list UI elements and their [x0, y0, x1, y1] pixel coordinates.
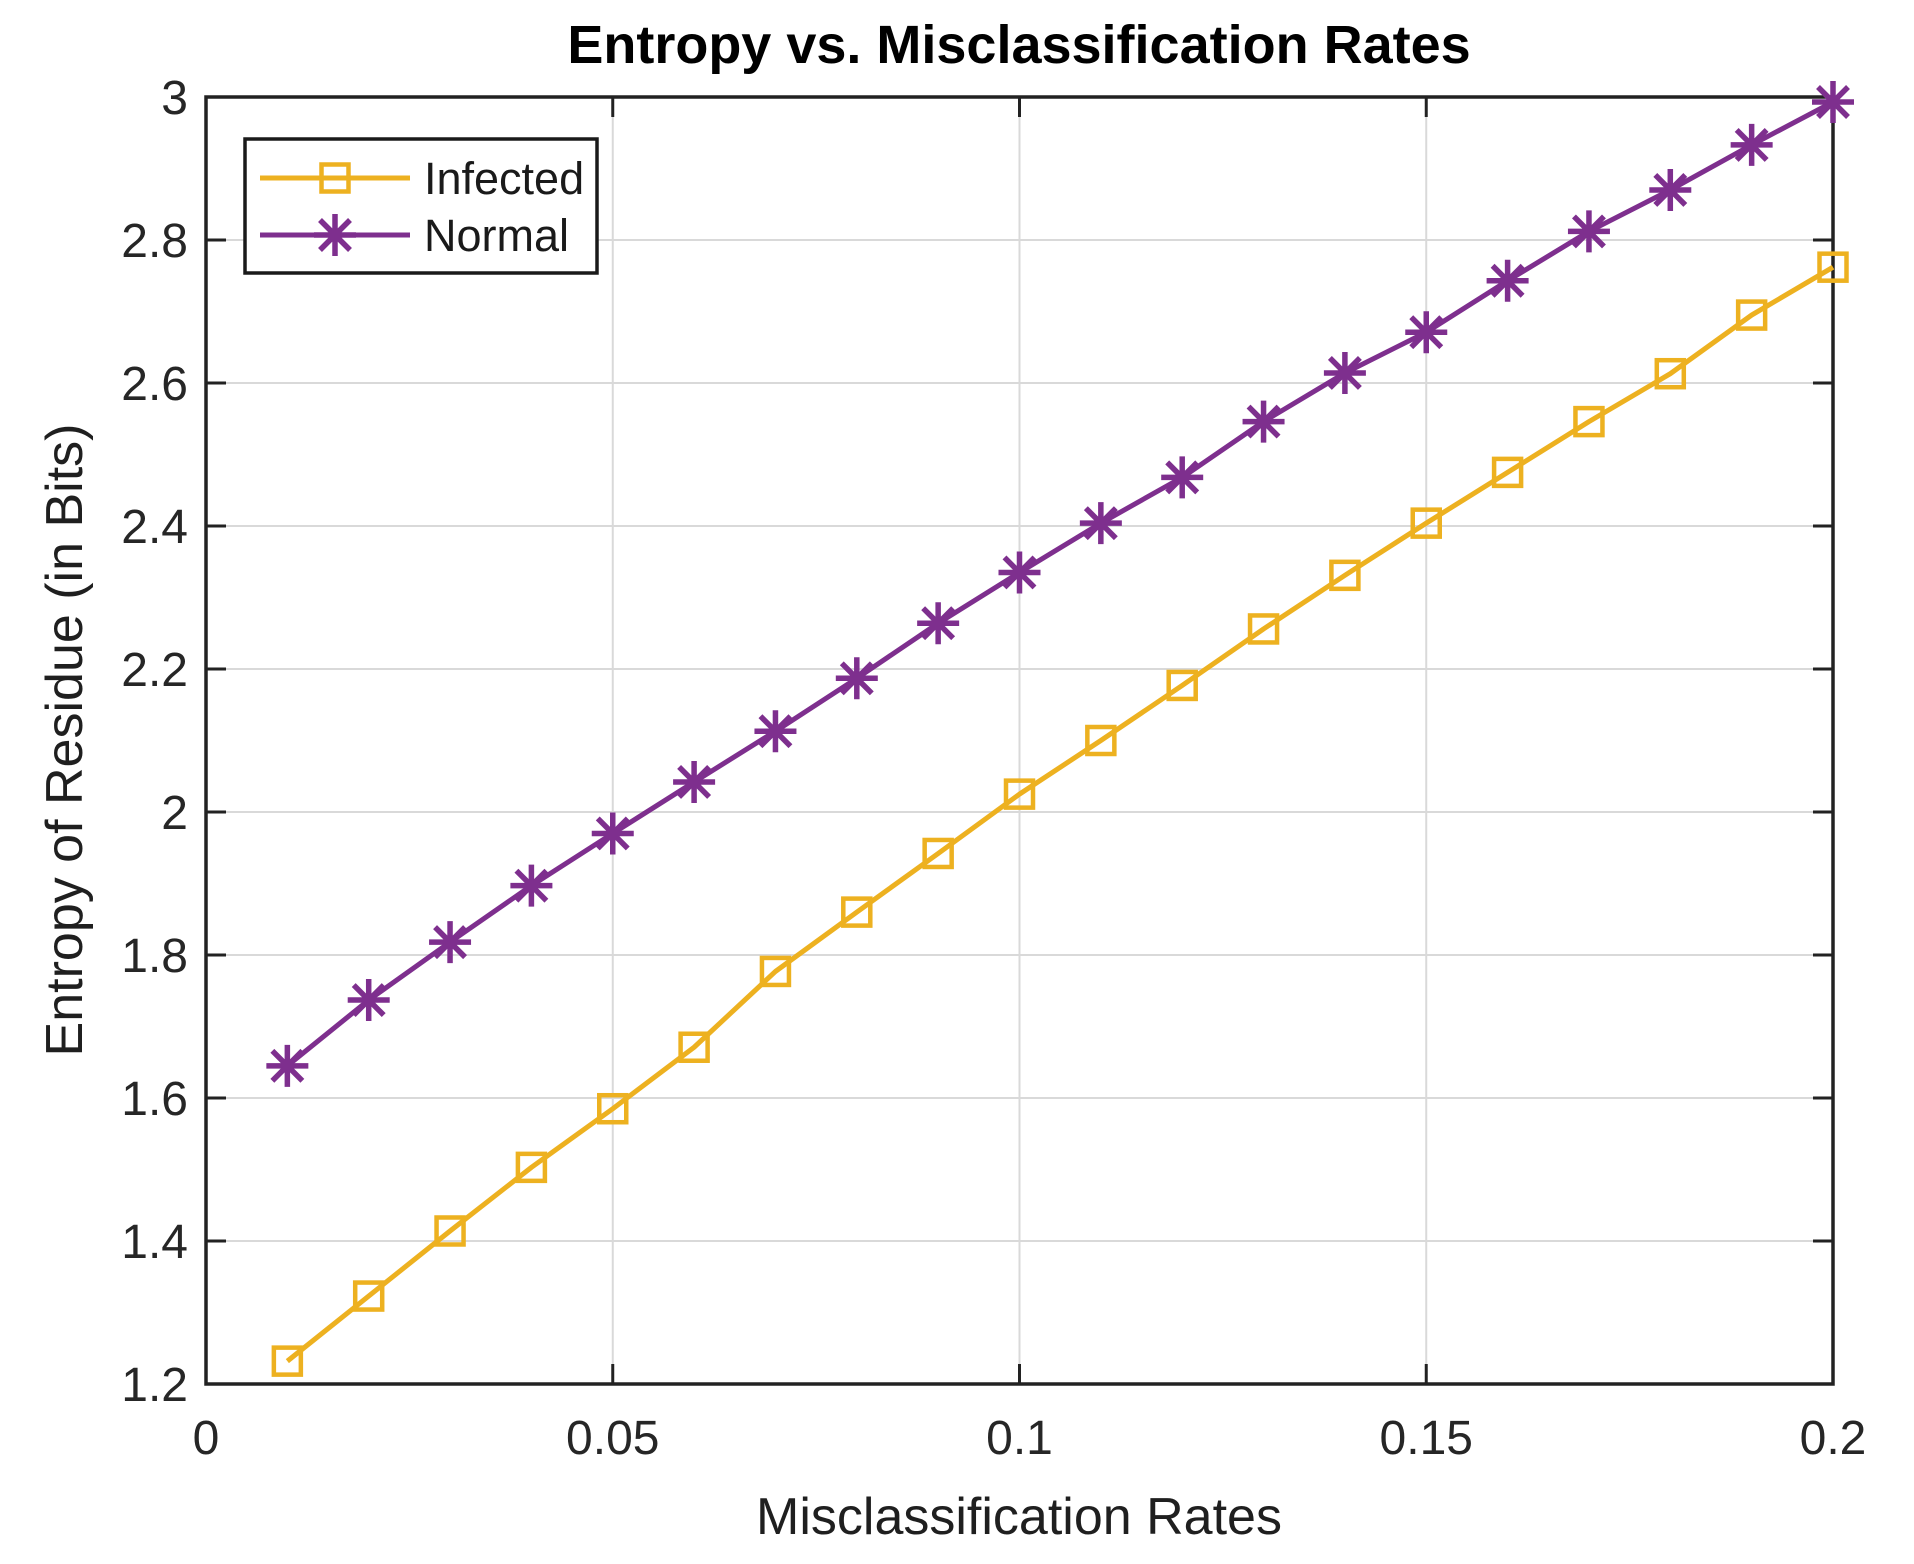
x-tick-label: 0	[193, 1412, 220, 1465]
y-tick-label: 1.2	[121, 1359, 188, 1412]
x-tick-label: 0.15	[1380, 1412, 1473, 1465]
gridlines	[206, 97, 1833, 1384]
y-tick-label: 2.4	[121, 501, 188, 554]
x-tick-label: 0.05	[566, 1412, 659, 1465]
legend: Infected Normal	[243, 137, 599, 275]
y-tick-label: 3	[161, 72, 188, 125]
infected-square-marker	[841, 896, 873, 928]
infected-square-marker	[1329, 559, 1361, 592]
y-tick-label: 1.6	[121, 1073, 188, 1126]
normal-asterisk-marker	[754, 710, 797, 753]
normal-asterisk-marker	[1079, 502, 1122, 545]
y-tick-label: 1.8	[121, 930, 188, 983]
infected-square-marker	[434, 1215, 466, 1247]
infected-square-marker	[352, 1280, 385, 1312]
infected-square-marker	[1247, 613, 1280, 645]
square-marker-icon	[319, 162, 351, 194]
y-axis-label: Entropy of Residue (in Bits)	[36, 424, 94, 1057]
tick-labels: 0 0.05 0.1 0.15 0.2 1.2 1.4 1.6 1.8 2 2.2 2.4 2.6 2.8…	[121, 72, 1866, 1465]
normal-asterisk-marker	[510, 864, 553, 907]
infected-square-marker	[1491, 456, 1524, 489]
infected-square-marker	[922, 837, 954, 870]
y-tick-label: 1.4	[121, 1216, 188, 1269]
chart-title: Entropy vs. Misclassification Rates	[567, 15, 1470, 75]
infected-square-marker	[1573, 405, 1605, 438]
infected-square-marker	[597, 1092, 629, 1125]
normal-asterisk-marker	[835, 657, 878, 700]
y-tick-label: 2.6	[121, 358, 188, 411]
normal-asterisk-marker	[1242, 400, 1285, 443]
infected-square-marker	[1654, 357, 1687, 390]
normal-asterisk-marker	[429, 921, 472, 964]
infected-square-marker	[1735, 299, 1768, 331]
normal-asterisk-marker	[917, 602, 960, 645]
infected-square-marker	[1817, 251, 1849, 283]
normal-asterisk-marker	[347, 979, 390, 1022]
infected-square-marker	[678, 1031, 710, 1063]
legend-entry-normal: Normal	[260, 210, 569, 261]
infected-square-marker	[515, 1151, 548, 1184]
asterisk-marker-icon	[314, 214, 356, 256]
normal-asterisk-marker	[266, 1044, 309, 1087]
normal-asterisk-marker	[998, 551, 1041, 594]
x-axis-label: Misclassification Rates	[756, 1488, 1282, 1546]
infected-square-marker	[1003, 778, 1036, 810]
axis-ticks	[204, 95, 1835, 1386]
legend-label-infected: Infected	[424, 153, 584, 204]
normal-asterisk-marker	[591, 812, 634, 855]
infected-square-marker	[1166, 669, 1198, 702]
normal-asterisk-marker	[1567, 210, 1610, 253]
infected-square-marker	[1085, 724, 1117, 757]
normal-asterisk-marker	[1812, 81, 1854, 124]
normal-asterisk-marker	[1405, 311, 1448, 354]
infected-square-marker	[759, 955, 792, 988]
y-tick-label: 2.8	[121, 215, 188, 268]
normal-asterisk-marker	[1323, 351, 1366, 394]
normal-series-line	[285, 99, 1835, 1068]
normal-asterisk-marker	[1161, 456, 1204, 499]
normal-asterisk-marker	[1486, 259, 1529, 302]
legend-label-normal: Normal	[424, 210, 569, 261]
y-tick-label: 2.2	[121, 644, 188, 697]
legend-box	[243, 137, 599, 275]
legend-entry-infected: Infected	[260, 153, 584, 204]
data-series	[266, 81, 1854, 1377]
x-tick-label: 0.2	[1800, 1412, 1867, 1465]
y-tick-label: 2	[161, 787, 188, 840]
normal-asterisk-marker	[1649, 168, 1692, 211]
x-tick-label: 0.1	[986, 1412, 1053, 1465]
normal-asterisk-marker	[673, 760, 716, 803]
normal-asterisk-marker	[1730, 123, 1773, 166]
infected-square-marker	[1410, 507, 1442, 539]
infected-square-marker	[271, 1345, 304, 1377]
